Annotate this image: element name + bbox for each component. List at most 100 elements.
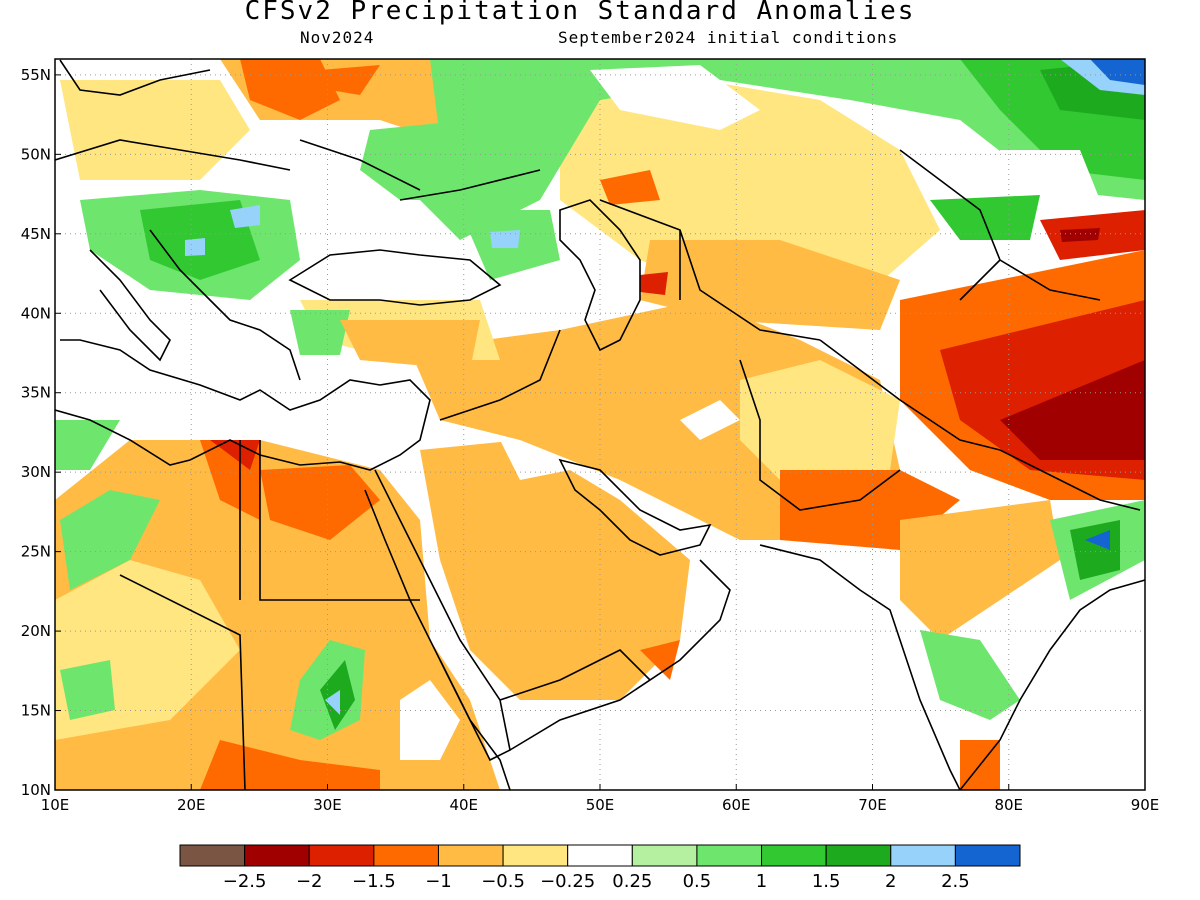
- colorbar-label: 1.5: [812, 871, 841, 892]
- anomaly-patch: [590, 65, 760, 130]
- coastline-italy: [89, 249, 171, 362]
- colorbar-swatch: [502, 844, 569, 867]
- colorbar-label: −2.5: [223, 871, 267, 892]
- colorbar-label: −1: [425, 871, 452, 892]
- anomaly-patch: [900, 500, 1060, 640]
- lat-tick-label: 15N: [21, 702, 51, 720]
- anomaly-patch: [320, 65, 380, 95]
- forecast-month: Nov2024: [300, 28, 375, 47]
- lon-tick-label: 90E: [1131, 796, 1160, 814]
- colorbar-label: −1.5: [352, 871, 396, 892]
- latitude-ticks: 10N 15N 20N 25N 30N 35N 40N 45N 50N 55N: [21, 66, 61, 799]
- colorbar: −2.5 −2 −1.5 −1 −0.5 −0.25 0.25 0.5 1 1.5 2 2.5: [179, 844, 1021, 892]
- colorbar-label: −2: [296, 871, 323, 892]
- lat-tick-label: 50N: [21, 145, 51, 163]
- anomaly-patch: [410, 300, 900, 540]
- lat-tick-label: 35N: [21, 384, 51, 402]
- lon-tick-label: 60E: [722, 796, 751, 814]
- colorbar-swatch: [954, 844, 1021, 867]
- anomaly-patch: [490, 230, 520, 248]
- colorbar-swatch: [179, 844, 246, 867]
- lon-tick-label: 30E: [313, 796, 342, 814]
- border-line: [119, 440, 420, 790]
- anomaly-patch: [1060, 228, 1100, 242]
- coastlines: [55, 59, 1145, 790]
- colorbar-swatch: [244, 844, 310, 867]
- anomaly-patch: [420, 440, 690, 700]
- anomaly-patch: [420, 59, 1145, 240]
- border-line: [899, 149, 1101, 301]
- lat-tick-label: 25N: [21, 543, 51, 561]
- border-line: [439, 329, 561, 421]
- colorbar-swatch: [825, 844, 892, 867]
- lat-tick-label: 10N: [21, 781, 51, 799]
- border-line: [299, 139, 541, 201]
- border-line: [899, 399, 1141, 511]
- anomaly-patch: [185, 238, 205, 256]
- border-line: [55, 139, 291, 171]
- anomaly-patch: [930, 195, 1040, 240]
- longitude-ticks: 10E 20E 30E 40E 50E 60E 70E 80E 90E: [41, 784, 1160, 814]
- anomaly-patch: [60, 660, 115, 720]
- colorbar-swatch: [308, 844, 375, 867]
- colorbar-label: −0.25: [540, 871, 595, 892]
- lon-tick-label: 40E: [449, 796, 478, 814]
- coastline-black-sea: [288, 249, 502, 306]
- coastline-adriatic: [149, 229, 301, 381]
- colorbar-label: 2.5: [941, 871, 970, 892]
- colorbar-swatch: [631, 844, 698, 867]
- anomaly-patch: [340, 320, 480, 370]
- anomaly-patch: [360, 120, 470, 200]
- coastline-red-sea: [364, 469, 511, 762]
- lon-tick-label: 80E: [994, 796, 1023, 814]
- anomaly-patch: [680, 400, 740, 440]
- lat-tick-label: 55N: [21, 66, 51, 84]
- lat-lon-grid: [55, 59, 1145, 790]
- anomaly-patch: [1085, 530, 1110, 550]
- colorbar-label: 2: [885, 871, 896, 892]
- anomaly-patch: [290, 310, 350, 355]
- colorbar-swatch: [567, 844, 633, 867]
- anomaly-patch: [640, 272, 668, 295]
- border-line: [739, 339, 901, 511]
- coastline-caspian: [559, 199, 641, 352]
- anomaly-patch: [640, 240, 900, 330]
- anomaly-patch: [60, 490, 160, 590]
- anomaly-patch: [1090, 59, 1145, 85]
- colorbar-label: −0.5: [481, 871, 525, 892]
- anomaly-patch: [260, 465, 380, 540]
- border-line: [499, 649, 651, 701]
- coastline-horn-africa: [439, 659, 511, 790]
- coastline-arabia-south: [509, 559, 731, 751]
- anomaly-patch: [600, 170, 660, 205]
- colorbar-label: 1: [756, 871, 767, 892]
- coastline-baltic: [59, 59, 211, 96]
- lat-tick-label: 40N: [21, 304, 51, 322]
- colorbar-label: 0.25: [612, 871, 652, 892]
- lon-tick-label: 10E: [41, 796, 70, 814]
- colorbar-swatch: [890, 844, 956, 867]
- colorbar-label: 0.5: [683, 871, 712, 892]
- coastline-persian-gulf: [558, 458, 712, 556]
- anomaly-patch: [60, 80, 250, 180]
- anomaly-patch: [55, 420, 120, 470]
- anomaly-patch: [210, 440, 260, 470]
- anomaly-patch: [325, 690, 340, 715]
- colorbar-swatch: [373, 844, 439, 867]
- colorbar-swatch: [761, 844, 827, 867]
- lat-tick-label: 45N: [21, 225, 51, 243]
- anomaly-patch: [920, 630, 1020, 720]
- anomaly-patch: [240, 59, 340, 120]
- lon-tick-label: 20E: [177, 796, 206, 814]
- anomaly-patch: [400, 680, 460, 760]
- colorbar-swatch: [696, 844, 763, 867]
- anomaly-patch: [230, 205, 260, 228]
- map-plot-area: [55, 59, 1145, 790]
- anomaly-patch: [1000, 360, 1145, 460]
- lat-tick-label: 30N: [21, 463, 51, 481]
- border-line: [599, 199, 821, 341]
- colorbar-swatch: [437, 844, 504, 867]
- chart-title: CFSv2 Precipitation Standard Anomalies: [244, 0, 916, 26]
- coastline-mediterranean: [55, 339, 431, 471]
